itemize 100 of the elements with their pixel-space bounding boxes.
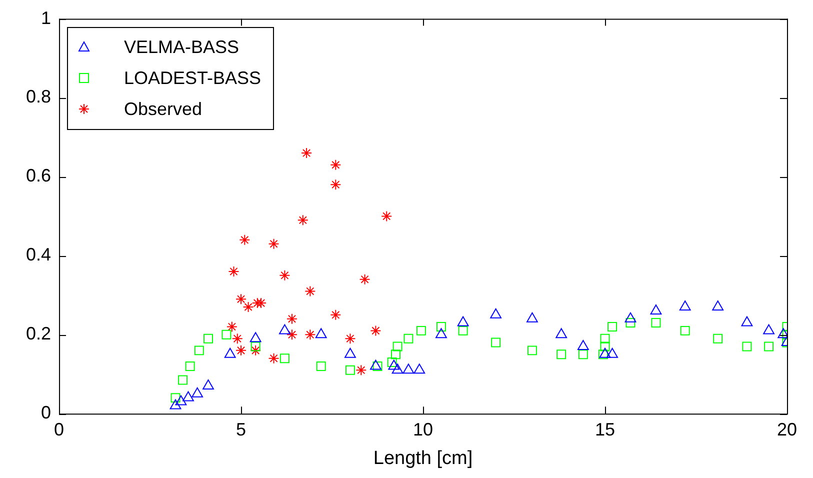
y-tick-label: 0 bbox=[41, 402, 52, 423]
legend-label: Observed bbox=[124, 98, 202, 120]
point bbox=[387, 358, 397, 368]
point bbox=[577, 340, 589, 350]
x-tick-label: 10 bbox=[412, 419, 434, 440]
point bbox=[356, 364, 367, 376]
point bbox=[741, 316, 753, 326]
point bbox=[713, 334, 723, 344]
point bbox=[606, 348, 618, 358]
point bbox=[286, 313, 298, 324]
point bbox=[222, 330, 232, 340]
point bbox=[250, 342, 260, 352]
point bbox=[279, 270, 290, 281]
point bbox=[345, 365, 355, 375]
point bbox=[239, 234, 250, 246]
point bbox=[192, 387, 204, 398]
point bbox=[392, 342, 402, 352]
point bbox=[763, 324, 774, 334]
point bbox=[578, 350, 588, 360]
point bbox=[370, 360, 382, 370]
point bbox=[491, 338, 501, 348]
point bbox=[330, 179, 342, 190]
point bbox=[381, 210, 392, 222]
point bbox=[764, 342, 774, 352]
point bbox=[242, 302, 254, 313]
point bbox=[204, 334, 213, 344]
point bbox=[651, 318, 661, 328]
point bbox=[392, 364, 404, 374]
point bbox=[236, 344, 247, 356]
point bbox=[608, 322, 618, 332]
point bbox=[232, 333, 243, 344]
point bbox=[599, 348, 611, 358]
point bbox=[280, 354, 290, 364]
point bbox=[250, 332, 262, 342]
point bbox=[390, 350, 400, 360]
legend-label: VELMA-BASS bbox=[124, 36, 240, 58]
point bbox=[372, 361, 382, 371]
point bbox=[436, 322, 446, 332]
point bbox=[650, 304, 662, 314]
point bbox=[436, 328, 447, 338]
point bbox=[330, 159, 342, 170]
point bbox=[182, 391, 194, 402]
point bbox=[600, 342, 610, 352]
x-tick-label: 5 bbox=[236, 419, 246, 440]
point bbox=[527, 346, 537, 356]
point bbox=[598, 350, 608, 360]
point bbox=[185, 361, 195, 371]
x-tick-label: 20 bbox=[776, 419, 798, 440]
x-tick-label: 15 bbox=[594, 419, 616, 440]
point bbox=[556, 350, 566, 360]
point bbox=[226, 321, 238, 332]
point bbox=[490, 308, 502, 318]
point bbox=[268, 238, 280, 250]
point bbox=[679, 300, 691, 311]
y-tick-label: 1 bbox=[41, 8, 52, 28]
point bbox=[344, 348, 356, 358]
point bbox=[170, 393, 180, 403]
point bbox=[279, 324, 290, 334]
x-axis-title: Length [cm] bbox=[373, 448, 473, 469]
point bbox=[680, 326, 690, 336]
y-tick-label: 0.8 bbox=[26, 86, 52, 107]
x-tick-label: 0 bbox=[54, 419, 64, 440]
point bbox=[359, 274, 370, 285]
point bbox=[228, 266, 240, 277]
point bbox=[301, 148, 312, 159]
point bbox=[330, 309, 342, 320]
point bbox=[236, 294, 247, 305]
point bbox=[224, 348, 236, 358]
point bbox=[600, 334, 610, 344]
point bbox=[304, 286, 316, 297]
point bbox=[297, 214, 308, 226]
point bbox=[316, 361, 326, 371]
point bbox=[344, 333, 356, 344]
point bbox=[404, 334, 414, 344]
point bbox=[315, 328, 327, 338]
point bbox=[742, 342, 752, 352]
point bbox=[178, 375, 188, 385]
point bbox=[304, 329, 316, 340]
point bbox=[556, 328, 568, 338]
point bbox=[458, 326, 468, 336]
point bbox=[416, 326, 426, 336]
point bbox=[250, 344, 262, 356]
point bbox=[712, 300, 724, 311]
point bbox=[268, 352, 280, 364]
legend-label: LOADEST-BASS bbox=[124, 68, 262, 89]
point bbox=[624, 312, 636, 322]
point bbox=[175, 395, 187, 406]
point bbox=[457, 316, 469, 326]
point bbox=[286, 329, 298, 340]
point bbox=[170, 399, 182, 410]
point bbox=[402, 364, 414, 374]
point bbox=[202, 379, 214, 390]
point bbox=[526, 312, 538, 322]
point bbox=[626, 318, 636, 328]
point bbox=[370, 325, 382, 336]
point bbox=[414, 364, 426, 374]
point bbox=[388, 360, 400, 370]
y-tick-label: 0.6 bbox=[26, 166, 52, 186]
point bbox=[194, 346, 204, 356]
y-tick-label: 0.2 bbox=[26, 324, 52, 344]
